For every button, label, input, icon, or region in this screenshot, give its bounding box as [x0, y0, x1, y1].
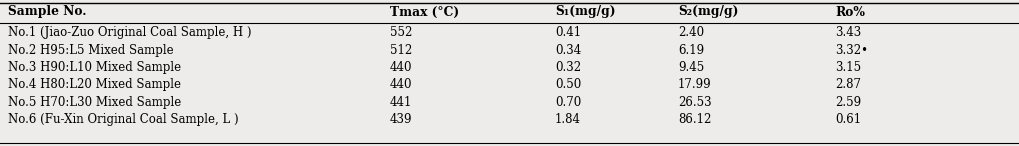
Text: 512: 512: [389, 44, 412, 57]
Text: 0.50: 0.50: [554, 78, 581, 91]
Text: 9.45: 9.45: [678, 61, 703, 74]
Text: 6.19: 6.19: [678, 44, 703, 57]
Text: 0.34: 0.34: [554, 44, 581, 57]
Text: 3.43: 3.43: [835, 26, 860, 39]
Text: No.1 (Jiao-Zuo Original Coal Sample, H ): No.1 (Jiao-Zuo Original Coal Sample, H ): [8, 26, 252, 39]
Text: No.2 H95:L5 Mixed Sample: No.2 H95:L5 Mixed Sample: [8, 44, 173, 57]
Text: 2.40: 2.40: [678, 26, 703, 39]
Text: 0.70: 0.70: [554, 96, 581, 109]
Text: 3.15: 3.15: [835, 61, 860, 74]
Text: S₂(mg/g): S₂(mg/g): [678, 6, 738, 19]
Text: 0.41: 0.41: [554, 26, 581, 39]
Text: 3.32•: 3.32•: [835, 44, 867, 57]
Text: 0.61: 0.61: [835, 113, 860, 126]
Text: 0.32: 0.32: [554, 61, 581, 74]
Text: 1.84: 1.84: [554, 113, 581, 126]
Text: 439: 439: [389, 113, 412, 126]
Text: 552: 552: [389, 26, 412, 39]
Text: No.4 H80:L20 Mixed Sample: No.4 H80:L20 Mixed Sample: [8, 78, 180, 91]
Text: 17.99: 17.99: [678, 78, 711, 91]
Text: 86.12: 86.12: [678, 113, 710, 126]
Text: S₁(mg/g): S₁(mg/g): [554, 6, 614, 19]
Text: No.5 H70:L30 Mixed Sample: No.5 H70:L30 Mixed Sample: [8, 96, 181, 109]
Text: Tmax (°C): Tmax (°C): [389, 6, 459, 19]
Text: Ro%: Ro%: [835, 6, 864, 19]
Text: 2.59: 2.59: [835, 96, 860, 109]
Text: No.6 (Fu-Xin Original Coal Sample, L ): No.6 (Fu-Xin Original Coal Sample, L ): [8, 113, 238, 126]
Text: 2.87: 2.87: [835, 78, 860, 91]
Text: 440: 440: [389, 78, 412, 91]
Text: No.3 H90:L10 Mixed Sample: No.3 H90:L10 Mixed Sample: [8, 61, 181, 74]
Text: Sample No.: Sample No.: [8, 6, 87, 19]
Text: 440: 440: [389, 61, 412, 74]
Text: 26.53: 26.53: [678, 96, 711, 109]
Text: 441: 441: [389, 96, 412, 109]
